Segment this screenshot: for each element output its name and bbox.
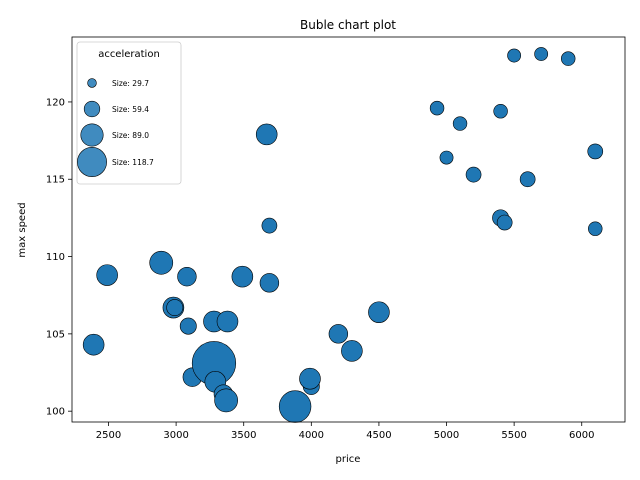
x-tick-label: 5500 [501, 430, 526, 441]
bubble-point [261, 217, 278, 234]
bubble-point [216, 310, 239, 333]
x-tick-label: 3000 [163, 430, 188, 441]
legend-marker [83, 100, 101, 118]
bubble-point [439, 150, 454, 165]
y-axis-ticks: 100 105 110 115 120 [46, 97, 72, 418]
y-tick-label: 120 [46, 97, 65, 108]
bubble-point [452, 116, 468, 131]
legend-marker [80, 123, 104, 147]
bubble-point [493, 104, 508, 119]
bubble-point [496, 214, 513, 231]
y-tick-label: 115 [46, 175, 65, 186]
legend-title: acceleration [98, 49, 160, 60]
bubble-point [429, 100, 445, 116]
bubble-series [82, 47, 604, 423]
bubble-point [561, 51, 576, 66]
x-axis-ticks: 2500 3000 3500 4000 4500 5000 5500 6000 [96, 422, 594, 441]
bubble-point [255, 123, 278, 146]
x-tick-label: 2500 [96, 430, 121, 441]
x-tick-label: 6000 [569, 430, 594, 441]
bubble-point [82, 333, 105, 356]
legend-marker [87, 78, 97, 88]
bubble-point [259, 273, 280, 293]
legend-entry-label: Size: 59.4 [112, 105, 149, 114]
axes-frame [71, 36, 626, 423]
y-tick-label: 105 [46, 329, 65, 340]
y-tick-label: 100 [46, 407, 65, 418]
legend-entry-label: Size: 29.7 [112, 79, 149, 88]
x-tick-label: 3500 [231, 430, 256, 441]
bubble-point [177, 266, 197, 287]
bubble-point [341, 340, 363, 362]
bubble-point [587, 143, 604, 160]
legend-marker [77, 147, 107, 177]
y-axis-label: max speed [17, 202, 28, 257]
bubble-point [368, 301, 390, 323]
legend-entry-label: Size: 118.7 [112, 158, 154, 167]
bubble-point [328, 324, 349, 344]
legend-box [76, 41, 182, 185]
x-tick-label: 4000 [299, 430, 324, 441]
bubble-point [299, 367, 321, 390]
bubble-point [214, 388, 238, 413]
bubble-point [96, 264, 118, 286]
bubble-point [149, 250, 174, 275]
legend: acceleration Size: 29.7 Size: 59.4 Size: 89… [76, 41, 182, 185]
chart-title: Buble chart plot [300, 18, 396, 32]
bubble-point [519, 171, 536, 188]
bubble-point [166, 299, 184, 317]
bubble-point [507, 48, 522, 63]
bubble-point [588, 221, 603, 236]
bubble-point [231, 265, 254, 288]
bubble-point [179, 317, 197, 335]
y-tick-label: 110 [46, 252, 65, 263]
x-tick-label: 5000 [434, 430, 459, 441]
x-axis-label: price [336, 454, 361, 465]
bubble-point [534, 47, 549, 61]
x-tick-label: 4500 [366, 430, 391, 441]
legend-entry-label: Size: 89.0 [112, 131, 149, 140]
bubble-point [278, 390, 312, 423]
bubble-point [465, 166, 482, 183]
